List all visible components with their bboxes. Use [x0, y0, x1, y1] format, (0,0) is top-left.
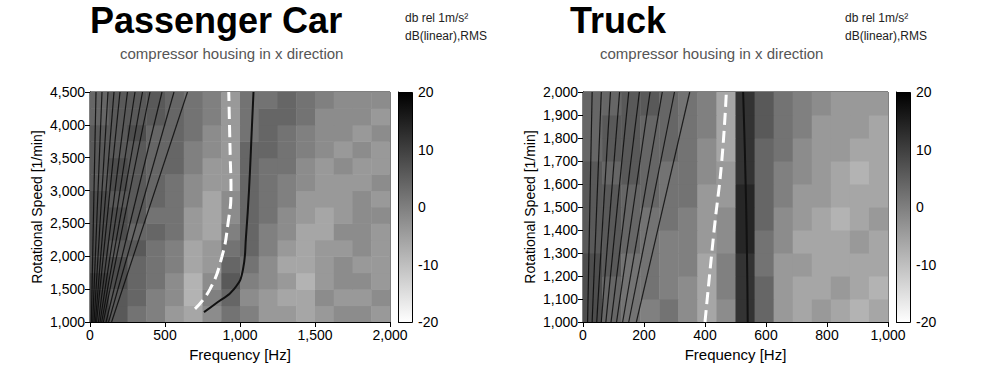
svg-text:1,900: 1,900: [543, 107, 578, 123]
svg-text:dB(linear),RMS: dB(linear),RMS: [405, 29, 487, 43]
svg-text:2,000: 2,000: [543, 84, 578, 100]
svg-text:200: 200: [632, 327, 656, 343]
svg-text:10: 10: [418, 142, 434, 158]
svg-text:Frequency [Hz]: Frequency [Hz]: [189, 346, 291, 363]
svg-text:1,600: 1,600: [543, 176, 578, 192]
svg-text:Frequency [Hz]: Frequency [Hz]: [685, 346, 787, 363]
svg-text:400: 400: [693, 327, 717, 343]
svg-text:-20: -20: [418, 314, 438, 330]
svg-text:1,700: 1,700: [543, 153, 578, 169]
svg-text:20: 20: [418, 84, 434, 100]
svg-text:1,800: 1,800: [543, 130, 578, 146]
svg-text:1,400: 1,400: [543, 222, 578, 238]
svg-text:1,000: 1,000: [870, 327, 905, 343]
svg-text:dB(linear),RMS: dB(linear),RMS: [845, 29, 927, 43]
svg-text:db rel 1m/s²: db rel 1m/s²: [845, 11, 908, 25]
svg-text:Rotational Speed [1/min]: Rotational Speed [1/min]: [29, 130, 45, 283]
svg-text:3,000: 3,000: [50, 183, 85, 199]
svg-text:0: 0: [916, 199, 924, 215]
svg-text:1,200: 1,200: [543, 268, 578, 284]
svg-text:1,100: 1,100: [543, 291, 578, 307]
svg-text:800: 800: [815, 327, 839, 343]
svg-text:Passenger Car: Passenger Car: [90, 0, 342, 41]
svg-text:1,300: 1,300: [543, 245, 578, 261]
svg-text:compressor housing in x direct: compressor housing in x direction: [600, 45, 823, 62]
svg-text:600: 600: [754, 327, 778, 343]
svg-text:0: 0: [418, 199, 426, 215]
svg-text:3,500: 3,500: [50, 150, 85, 166]
svg-text:db rel 1m/s²: db rel 1m/s²: [405, 11, 468, 25]
svg-text:1,500: 1,500: [543, 199, 578, 215]
svg-text:1,000: 1,000: [543, 314, 578, 330]
svg-text:4,000: 4,000: [50, 117, 85, 133]
svg-text:0: 0: [579, 327, 587, 343]
svg-text:1,000: 1,000: [50, 314, 85, 330]
svg-text:4,500: 4,500: [50, 84, 85, 100]
svg-text:10: 10: [916, 142, 932, 158]
svg-text:Truck: Truck: [570, 0, 667, 41]
svg-text:2,000: 2,000: [50, 248, 85, 264]
svg-text:0: 0: [86, 327, 94, 343]
svg-text:500: 500: [153, 327, 177, 343]
svg-text:1,000: 1,000: [222, 327, 257, 343]
svg-text:compressor housing in x direct: compressor housing in x direction: [120, 45, 343, 62]
svg-text:-20: -20: [916, 314, 936, 330]
svg-text:1,500: 1,500: [50, 281, 85, 297]
svg-text:1,500: 1,500: [297, 327, 332, 343]
svg-text:-10: -10: [418, 257, 438, 273]
svg-text:Rotational Speed [1/min]: Rotational Speed [1/min]: [522, 130, 538, 283]
svg-text:20: 20: [916, 84, 932, 100]
svg-text:2,000: 2,000: [372, 327, 407, 343]
svg-text:-10: -10: [916, 257, 936, 273]
svg-text:2,500: 2,500: [50, 215, 85, 231]
